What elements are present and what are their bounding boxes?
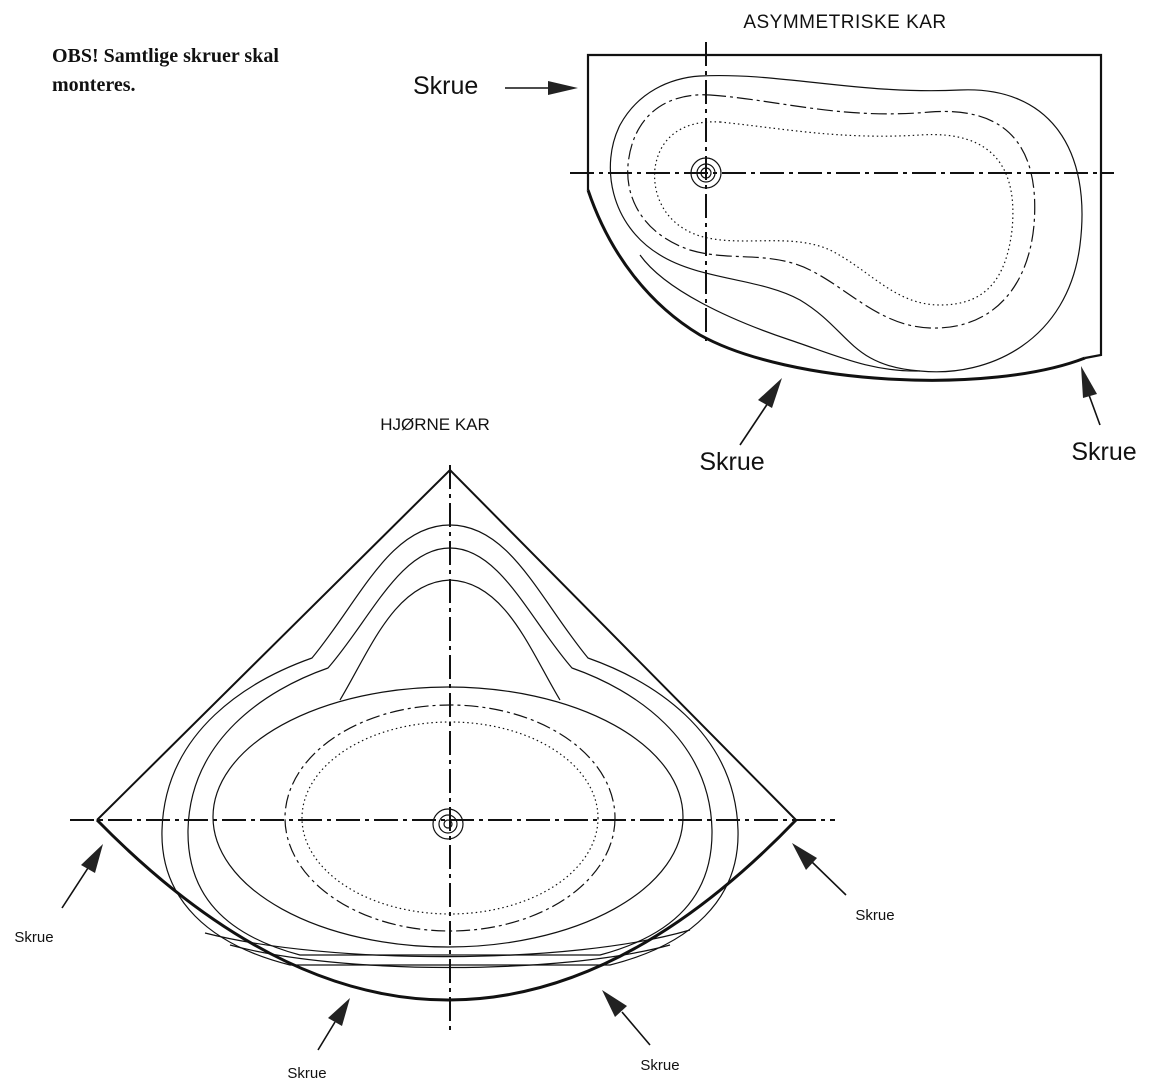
arrow-line — [1088, 394, 1101, 426]
corner-tub-screw-bottom-right-label: Skrue — [640, 1057, 679, 1074]
arrow-head-icon — [328, 998, 350, 1026]
warning-note-line-2: monteres. — [52, 74, 136, 96]
asymmetric-tub-rim-inner — [639, 254, 921, 372]
corner-tub-drain-icon — [432, 808, 464, 840]
corner-tub-basin-oval — [212, 686, 684, 948]
arrow-line — [739, 402, 769, 446]
corner-tub-screw-bottom-left-label: Skrue — [287, 1065, 326, 1082]
corner-tub-screw-right: Skrue — [792, 843, 895, 924]
corner-tub-screw-right-label: Skrue — [855, 907, 894, 924]
asymmetric-tub-screw-bottom-label: Skrue — [699, 448, 764, 476]
warning-note: OBS! Samtlige skruer skal monteres. — [52, 42, 352, 100]
arrow-head-icon — [81, 844, 103, 873]
asymmetric-tub-screw-right: Skrue — [1071, 366, 1137, 466]
asymmetric-tub-frame — [586, 53, 1103, 360]
asymmetric-tub-drain-icon — [690, 157, 722, 189]
asymmetric-tub-screw-left: Skrue — [413, 72, 578, 100]
arrow-line — [61, 867, 89, 909]
arrow-line — [811, 861, 847, 896]
asymmetric-tub-screw-bottom: Skrue — [699, 378, 782, 476]
corner-tub-front-shell — [204, 929, 691, 958]
corner-tub-screw-bottom-left: Skrue — [287, 998, 350, 1082]
corner-tub-screw-left: Skrue — [14, 844, 103, 946]
corner-tub-front-edge — [95, 818, 798, 1002]
corner-tub-drawing: HJØRNE KAR Skrue — [14, 415, 894, 1082]
asymmetric-tub-drawing: ASYMMETRISKE KAR Skrue Skrue — [413, 12, 1137, 476]
arrow-head-icon — [1081, 366, 1097, 398]
asymmetric-tub-rim-outer — [609, 74, 1083, 373]
corner-tub-screw-left-label: Skrue — [14, 929, 53, 946]
asymmetric-tub-front-edge — [586, 189, 1086, 382]
corner-tub-screw-bottom-right: Skrue — [602, 990, 680, 1074]
arrow-head-icon — [602, 990, 627, 1017]
asymmetric-tub-screw-right-label: Skrue — [1071, 438, 1136, 466]
asymmetric-tub-title: ASYMMETRISKE KAR — [743, 12, 946, 33]
asymmetric-tub-contour-dotted — [653, 121, 1014, 306]
corner-tub-title: HJØRNE KAR — [380, 415, 490, 434]
arrow-line — [621, 1011, 651, 1046]
arrow-head-icon — [548, 81, 578, 95]
arrow-head-icon — [758, 378, 782, 408]
warning-note-line-1: OBS! Samtlige skruer skal — [52, 45, 279, 67]
corner-tub-frame — [96, 468, 797, 821]
arrow-head-icon — [792, 843, 817, 870]
arrow-line — [317, 1021, 336, 1051]
asymmetric-tub-screw-left-label: Skrue — [413, 72, 478, 100]
asymmetric-tub-contour-dashdot — [627, 94, 1036, 329]
corner-tub-rim-2 — [187, 547, 713, 956]
